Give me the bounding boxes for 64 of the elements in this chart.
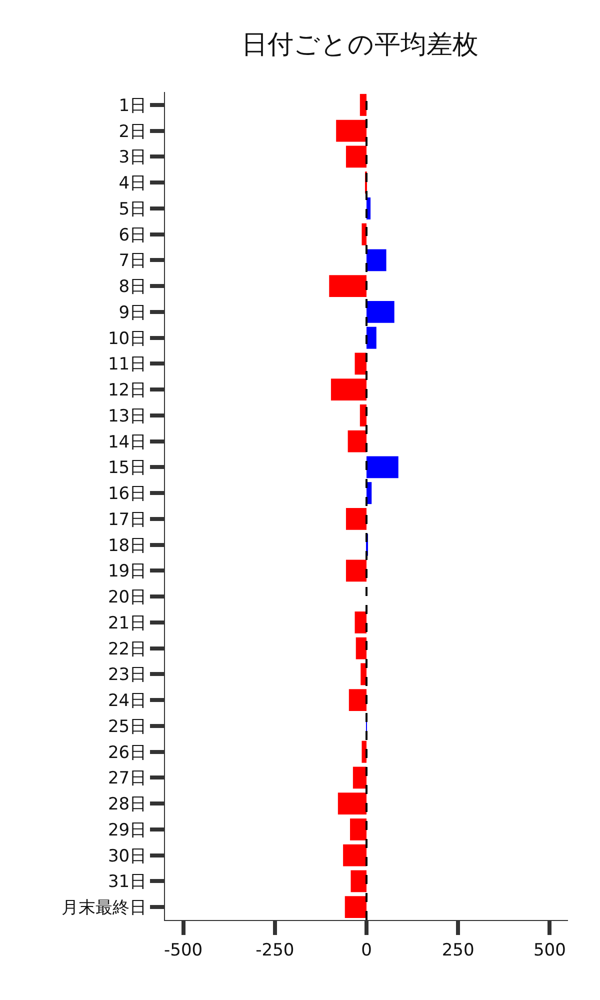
bar [360,663,366,686]
y-tick-label: 29日 [108,820,147,840]
y-tick-label: 3日 [118,148,147,168]
bar [362,740,366,763]
y-tick-label: 26日 [108,742,147,763]
bar [366,300,394,323]
bar [366,249,386,272]
bar [346,146,366,168]
bar [360,404,366,426]
y-tick-label: 6日 [118,225,147,246]
y-tick-label: 30日 [108,846,147,866]
bar [350,818,366,840]
y-tick-label: 8日 [118,277,147,298]
y-tick-label: 14日 [108,432,147,452]
bar [330,378,366,401]
y-tick-label: 27日 [108,768,147,789]
y-tick-label: 19日 [108,562,147,582]
bar [344,896,366,918]
y-tick-label: 25日 [108,716,147,737]
y-tick-label: 2日 [118,122,147,142]
x-tick-label: 250 [442,940,474,960]
y-tick-label: 4日 [118,174,147,194]
y-tick-label: 9日 [118,302,147,323]
y-tick-label: 5日 [118,199,147,220]
y-tick-label: 24日 [108,691,147,712]
bar [366,326,376,349]
y-tick-label: 23日 [108,665,147,686]
bar [362,223,366,246]
bar [346,560,366,582]
chart-title: 日付ごとの平均差枚 [242,30,478,60]
bar [360,94,366,116]
y-tick-label: 12日 [108,380,147,401]
bar [354,352,366,375]
y-tick-label: 1日 [118,96,147,116]
bar [343,844,366,866]
bar [348,430,366,452]
bar [329,275,366,298]
bar [348,689,366,712]
bar [346,508,366,530]
x-tick-label: -250 [256,940,294,960]
y-tick-label: 20日 [108,588,147,608]
y-tick-label: 21日 [108,613,147,634]
y-tick-label: 16日 [108,484,147,504]
y-tick-label: 18日 [108,536,147,556]
y-tick-label: 月末最終日 [62,898,147,918]
bar [366,456,398,478]
y-tick-label: 31日 [108,872,147,892]
bar [356,637,366,660]
y-tick-label: 7日 [118,251,147,272]
y-tick-label: 11日 [108,354,147,375]
y-tick-label: 17日 [108,510,147,530]
x-tick-label: -500 [164,940,203,960]
bar [352,766,366,789]
y-tick-label: 28日 [108,794,147,815]
x-tick-label: 500 [533,940,566,960]
x-tick-label: 0 [361,940,372,960]
bar [350,870,366,892]
y-tick-label: 22日 [108,639,147,660]
bar [338,792,366,815]
y-tick-label: 13日 [108,406,147,426]
y-tick-label: 15日 [108,458,147,478]
bar [354,611,366,634]
bar [336,120,366,142]
y-tick-label: 10日 [108,328,147,349]
